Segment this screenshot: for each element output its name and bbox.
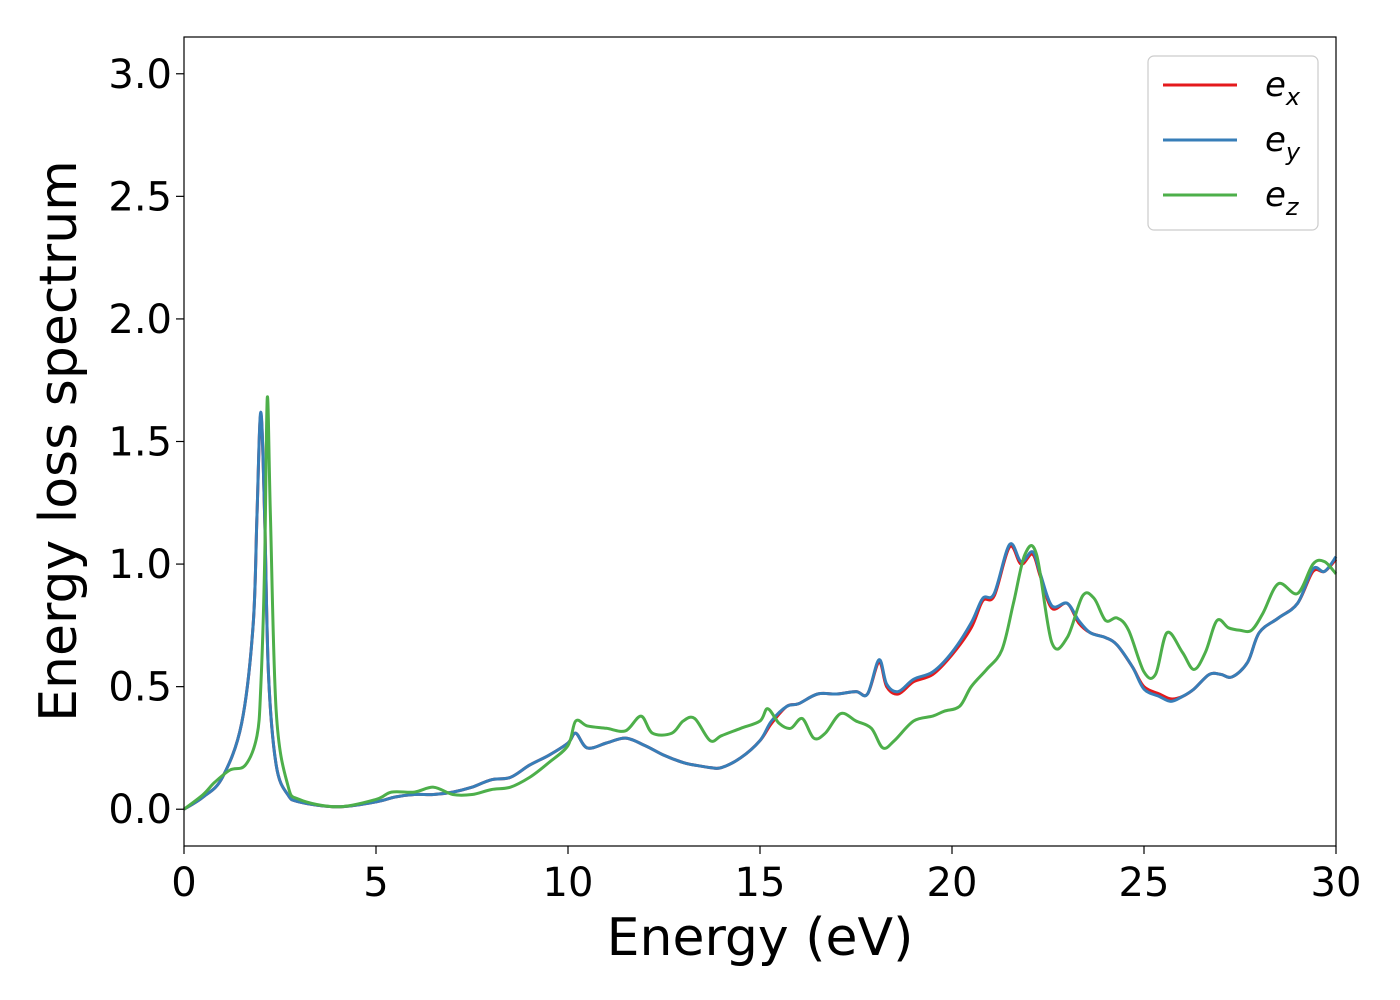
legend-box bbox=[1147, 55, 1319, 231]
x-tick-label: 30 bbox=[1311, 860, 1362, 906]
x-axis: 0 5 10 15 20 25 30 bbox=[171, 846, 1361, 906]
y-axis-label: Energy loss spectrum bbox=[29, 160, 89, 722]
y-tick-label: 2.0 bbox=[108, 297, 172, 343]
plot-background bbox=[184, 37, 1336, 846]
y-axis: 0.0 0.5 1.0 1.5 2.0 2.5 3.0 bbox=[108, 52, 184, 833]
x-tick-label: 25 bbox=[1119, 860, 1170, 906]
y-tick-label: 1.5 bbox=[108, 420, 172, 466]
y-tick-label: 2.5 bbox=[108, 174, 172, 220]
x-tick-label: 0 bbox=[171, 860, 196, 906]
x-tick-label: 20 bbox=[927, 860, 978, 906]
series-line-e-z bbox=[183, 395, 1338, 811]
x-tick-label: 15 bbox=[735, 860, 786, 906]
y-tick-label: 1.0 bbox=[108, 542, 172, 588]
x-axis-label: Energy (eV) bbox=[607, 908, 914, 968]
x-tick-label: 10 bbox=[543, 860, 594, 906]
y-tick-label: 0.0 bbox=[108, 787, 172, 833]
series-layer bbox=[183, 395, 1338, 811]
y-tick-label: 3.0 bbox=[108, 52, 172, 98]
x-tick-label: 5 bbox=[363, 860, 388, 906]
y-tick-label: 0.5 bbox=[108, 665, 172, 711]
